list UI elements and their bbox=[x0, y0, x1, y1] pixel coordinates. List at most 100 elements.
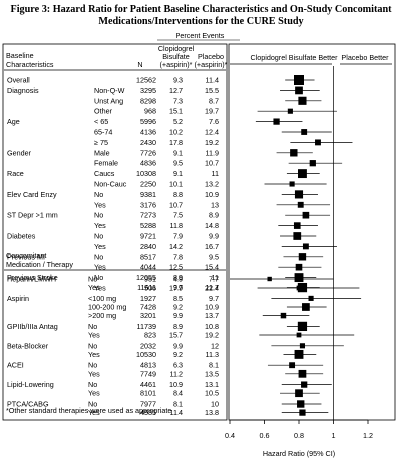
row-sublabel: No bbox=[88, 275, 97, 284]
row-n: 4813 bbox=[140, 361, 156, 370]
hr-marker bbox=[280, 312, 287, 319]
row-label: Aspirin bbox=[7, 294, 29, 303]
row-placebo-pct: 11.9 bbox=[206, 148, 219, 157]
row-placebo-pct: 11.4 bbox=[206, 76, 219, 85]
row-sublabel: Non-Q-W bbox=[94, 86, 125, 95]
row-clopidogrel-pct: 9.2 bbox=[173, 350, 183, 359]
footnote: *Other standard therapies were used as a… bbox=[6, 406, 171, 415]
x-axis: 0.4 0.6 0.8 1 1.2 bbox=[225, 419, 373, 440]
row-label: PTCA/CABG bbox=[7, 400, 49, 409]
row-sublabel: 65-74 bbox=[94, 128, 112, 137]
row-label: Diabetes bbox=[7, 232, 36, 241]
row-placebo-pct: 13.7 bbox=[205, 311, 219, 320]
hr-marker bbox=[297, 321, 308, 332]
row-clopidogrel-pct: 9.9 bbox=[173, 341, 183, 350]
x-tick-label: 0.6 bbox=[260, 431, 270, 440]
row-sublabel: Unst Ang bbox=[94, 96, 123, 105]
row-clopidogrel-pct: 10.2 bbox=[169, 128, 183, 137]
row-label: GPIIb/IIIa Antag bbox=[7, 322, 58, 331]
row-placebo-pct: 11.3 bbox=[206, 350, 219, 359]
hr-marker bbox=[301, 381, 308, 388]
row-clopidogrel-pct: 17.8 bbox=[169, 138, 183, 147]
row-placebo-pct: 10.8 bbox=[205, 322, 219, 331]
row-label: Elev Card Enzy bbox=[7, 190, 57, 199]
row-sublabel: No bbox=[94, 232, 103, 241]
concomitant-header-line2: Medication / Therapy bbox=[6, 260, 73, 269]
row-n: 4836 bbox=[140, 159, 156, 168]
hr-marker bbox=[298, 253, 307, 261]
row-clopidogrel-pct: 10.1 bbox=[169, 180, 183, 189]
hr-marker bbox=[267, 276, 272, 282]
row-clopidogrel-pct: 7.8 bbox=[173, 252, 183, 261]
row-clopidogrel-pct: 17.9 bbox=[169, 284, 183, 293]
x-tick-label: 0.8 bbox=[294, 431, 304, 440]
row-placebo-pct: 19.2 bbox=[205, 331, 219, 340]
row-clopidogrel-pct: 10.7 bbox=[169, 200, 183, 209]
hr-marker bbox=[297, 400, 305, 408]
hr-marker bbox=[294, 190, 304, 199]
row-sublabel: Yes bbox=[88, 331, 100, 340]
row-sublabel: Yes bbox=[88, 369, 100, 378]
row-placebo-pct: 13.5 bbox=[205, 369, 219, 378]
row-sublabel: Yes bbox=[94, 221, 106, 230]
row-clopidogrel-pct: 9.3 bbox=[173, 76, 183, 85]
row-n: 4136 bbox=[140, 128, 156, 137]
row-sublabel: Female bbox=[94, 159, 118, 168]
row-clopidogrel-pct: 11.2 bbox=[170, 369, 183, 378]
row-sublabel: No bbox=[88, 322, 97, 331]
row-n: 2840 bbox=[140, 242, 156, 251]
hr-marker bbox=[294, 349, 304, 359]
row-clopidogrel-pct: 8.5 bbox=[173, 294, 183, 303]
row-clopidogrel-pct: 8.4 bbox=[173, 389, 183, 398]
percent-events-header: Percent Events bbox=[176, 31, 225, 40]
row-n: 8517 bbox=[140, 252, 156, 261]
row-sublabel: <100 mg bbox=[88, 294, 116, 303]
row-label: Overall bbox=[7, 76, 30, 85]
row-sublabel: No bbox=[88, 400, 97, 409]
row-sublabel: ≥ 75 bbox=[94, 138, 108, 147]
row-clopidogrel-pct: 14.2 bbox=[169, 242, 183, 251]
hr-marker bbox=[298, 96, 307, 105]
row-sublabel: No bbox=[88, 380, 97, 389]
hr-marker bbox=[301, 129, 308, 135]
row-placebo-pct: 10.7 bbox=[205, 159, 219, 168]
hr-marker bbox=[287, 108, 293, 114]
row-sublabel: Yes bbox=[88, 408, 100, 417]
row-clopidogrel-pct: 11.8 bbox=[170, 221, 183, 230]
clopidogrel-header-line2: Bisulfate bbox=[162, 52, 190, 61]
row-clopidogrel-pct: 12.5 bbox=[169, 263, 183, 272]
hr-marker bbox=[290, 149, 298, 157]
row-clopidogrel-pct: 7.9 bbox=[173, 232, 183, 241]
hr-marker bbox=[289, 181, 295, 187]
row-placebo-pct: 19.7 bbox=[205, 107, 219, 116]
hr-marker bbox=[296, 332, 302, 338]
row-placebo-pct: 10 bbox=[211, 400, 219, 409]
row-clopidogrel-pct: 9.7 bbox=[173, 283, 183, 292]
placebo-header-line2: (+aspirin)* bbox=[195, 60, 228, 69]
hr-marker bbox=[302, 243, 309, 250]
row-sublabel: >200 mg bbox=[88, 311, 116, 320]
row-clopidogrel-pct: 9.5 bbox=[173, 159, 183, 168]
hr-marker bbox=[299, 409, 306, 416]
row-label: Previous MI bbox=[7, 252, 45, 261]
row-clopidogrel-pct: 4.9 bbox=[173, 275, 183, 284]
hr-marker bbox=[302, 211, 310, 219]
row-placebo-pct: 7.6 bbox=[209, 117, 219, 126]
row-n: 7749 bbox=[140, 369, 156, 378]
row-n: 9721 bbox=[140, 232, 156, 241]
clopidogrel-better-label: Clopidogrel Bisulfate Better bbox=[250, 53, 338, 62]
row-placebo-pct: 11.7 bbox=[206, 283, 219, 292]
row-clopidogrel-pct: 9.1 bbox=[173, 148, 183, 157]
row-label: ACEI bbox=[7, 361, 24, 370]
baseline-header-line2: Characteristics bbox=[6, 60, 54, 69]
row-n: 5288 bbox=[140, 221, 156, 230]
row-clopidogrel-pct: 8.9 bbox=[173, 273, 183, 282]
table-rows: Overall 12562 9.3 11.4 Diagnosis Non-Q-W 3295 1… bbox=[7, 76, 219, 418]
row-n: 7977 bbox=[140, 400, 156, 409]
row-n: 10308 bbox=[136, 169, 156, 178]
row-n: 968 bbox=[144, 107, 156, 116]
row-clopidogrel-pct: 8.9 bbox=[173, 322, 183, 331]
row-n: 7726 bbox=[140, 148, 156, 157]
concomitant-header-line1: Concomitant bbox=[6, 251, 46, 260]
x-tick-label: 1 bbox=[332, 431, 336, 440]
